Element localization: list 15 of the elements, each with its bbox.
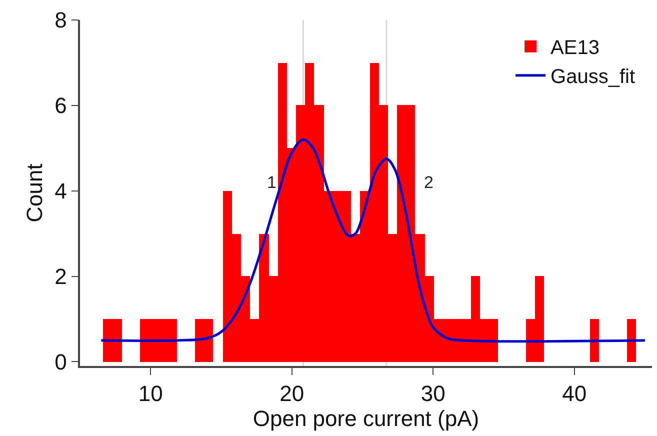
x-tick-label: 30	[420, 381, 446, 406]
y-axis-title: Count	[22, 164, 47, 222]
y-tick-label: 4	[54, 178, 67, 204]
annotation: 1	[267, 173, 276, 192]
y-tick-label: 8	[54, 8, 67, 33]
y-tick-label: 2	[54, 264, 67, 289]
x-tick-label: 10	[138, 381, 163, 406]
x-tick-label: 20	[280, 381, 304, 406]
x-axis-title: Open pore current (pA)	[252, 406, 480, 432]
y-tick-label: 0	[54, 349, 67, 374]
annotation: 2	[424, 173, 434, 192]
legend-label: Gauss_fit	[550, 66, 636, 88]
y-tick-label: 6	[54, 93, 67, 118]
x-tick-label: 40	[562, 381, 587, 406]
legend-label: AE13	[550, 37, 600, 60]
